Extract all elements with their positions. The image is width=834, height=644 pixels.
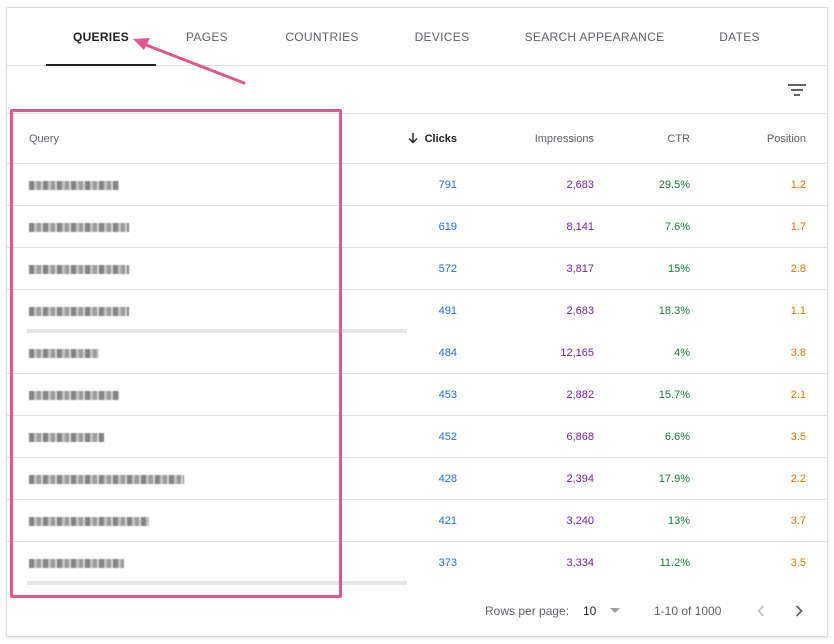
pagination-bar: Rows per page: 10 1-10 of 1000 xyxy=(7,586,827,636)
position-cell: 2.2 xyxy=(790,473,806,485)
active-tab-indicator xyxy=(46,64,156,66)
column-header-impressions[interactable]: Impressions xyxy=(534,133,594,145)
query-cell xyxy=(29,374,329,416)
ctr-cell: 29.5% xyxy=(658,179,690,191)
redacted-query-text xyxy=(29,558,124,568)
query-cell xyxy=(29,416,329,458)
rows-per-page-label: Rows per page: xyxy=(485,604,570,618)
column-header-clicks[interactable]: Clicks xyxy=(377,114,457,164)
position-cell: 1.1 xyxy=(790,305,806,317)
table-header: Query Clicks Impressions CTR Position xyxy=(7,114,827,164)
tab-pages[interactable]: PAGES xyxy=(186,30,228,44)
chevron-down-icon[interactable] xyxy=(610,608,620,613)
rows-per-page-select[interactable]: 10 xyxy=(583,604,597,618)
column-header-clicks-label: Clicks xyxy=(424,133,457,145)
pagination-range: 1-10 of 1000 xyxy=(654,604,722,618)
position-cell: 1.7 xyxy=(790,221,806,233)
redacted-query-text xyxy=(29,180,119,190)
query-cell xyxy=(29,500,329,542)
ctr-cell: 4% xyxy=(674,347,690,359)
position-cell: 3.5 xyxy=(790,431,806,443)
ctr-cell: 17.9% xyxy=(658,473,690,485)
clicks-cell: 484 xyxy=(438,347,457,359)
chevron-left-icon[interactable] xyxy=(751,601,771,621)
impressions-cell: 2,882 xyxy=(566,389,594,401)
query-cell xyxy=(29,248,329,290)
clicks-cell: 572 xyxy=(438,263,457,275)
redacted-query-text xyxy=(29,516,149,526)
query-cell xyxy=(29,332,329,374)
arrow-down-icon xyxy=(408,133,418,144)
impressions-cell: 2,394 xyxy=(566,473,594,485)
query-cell xyxy=(29,542,329,584)
tab-countries[interactable]: COUNTRIES xyxy=(285,30,359,44)
tab-dates[interactable]: DATES xyxy=(719,30,760,44)
chevron-right-icon[interactable] xyxy=(789,601,809,621)
ctr-cell: 7.6% xyxy=(664,221,690,233)
position-cell: 3.7 xyxy=(790,515,806,527)
ctr-cell: 15% xyxy=(667,263,690,275)
filter-icon[interactable] xyxy=(785,78,809,102)
redacted-query-text xyxy=(29,432,104,442)
table-row[interactable]: 619 8,141 7.6% 1.7 xyxy=(7,206,827,248)
position-cell: 2.1 xyxy=(790,389,806,401)
position-cell: 3.8 xyxy=(790,347,806,359)
impressions-cell: 12,165 xyxy=(560,347,594,359)
ctr-cell: 6.6% xyxy=(664,431,690,443)
redacted-query-text xyxy=(29,348,99,358)
table-row[interactable]: 484 12,165 4% 3.8 xyxy=(7,332,827,374)
query-cell xyxy=(29,206,329,248)
query-cell xyxy=(29,458,329,500)
table-toolbar xyxy=(7,66,827,114)
query-cell xyxy=(29,290,329,332)
performance-table-card: QUERIES PAGES COUNTRIES DEVICES SEARCH A… xyxy=(6,7,828,637)
tab-queries[interactable]: QUERIES xyxy=(72,30,130,44)
clicks-cell: 491 xyxy=(438,305,457,317)
table-row[interactable]: 453 2,882 15.7% 2.1 xyxy=(7,374,827,416)
ctr-cell: 11.2% xyxy=(659,557,690,569)
clicks-cell: 421 xyxy=(438,515,457,527)
impressions-cell: 3,817 xyxy=(566,263,594,275)
ctr-cell: 15.7% xyxy=(658,389,690,401)
tab-search-appearance[interactable]: SEARCH APPEARANCE xyxy=(524,30,665,44)
redacted-query-text xyxy=(29,474,184,484)
clicks-cell: 453 xyxy=(438,389,457,401)
tab-devices[interactable]: DEVICES xyxy=(414,30,470,44)
table-row[interactable]: 491 2,683 18.3% 1.1 xyxy=(7,290,827,333)
redacted-query-text xyxy=(29,264,129,274)
table-row[interactable]: 572 3,817 15% 2.8 xyxy=(7,248,827,290)
column-header-ctr[interactable]: CTR xyxy=(667,133,690,145)
redacted-query-text xyxy=(29,390,119,400)
table-row[interactable]: 373 3,334 11.2% 3.5 xyxy=(7,542,827,585)
clicks-cell: 428 xyxy=(438,473,457,485)
impressions-cell: 3,240 xyxy=(566,515,594,527)
position-cell: 1.2 xyxy=(790,179,806,191)
clicks-cell: 791 xyxy=(438,179,457,191)
position-cell: 3.5 xyxy=(790,557,806,569)
table-row[interactable]: 452 6,868 6.6% 3.5 xyxy=(7,416,827,458)
position-cell: 2.8 xyxy=(790,263,806,275)
impressions-cell: 6,868 xyxy=(566,431,594,443)
clicks-cell: 452 xyxy=(438,431,457,443)
ctr-cell: 13% xyxy=(667,515,690,527)
query-cell xyxy=(29,164,329,206)
ctr-cell: 18.3% xyxy=(658,305,690,317)
impressions-cell: 2,683 xyxy=(566,179,594,191)
column-header-position[interactable]: Position xyxy=(766,133,806,145)
table-row[interactable]: 421 3,240 13% 3.7 xyxy=(7,500,827,542)
dimension-tabs: QUERIES PAGES COUNTRIES DEVICES SEARCH A… xyxy=(7,8,827,66)
impressions-cell: 8,141 xyxy=(566,221,594,233)
clicks-cell: 619 xyxy=(438,221,457,233)
redacted-query-text xyxy=(29,306,129,316)
impressions-cell: 2,683 xyxy=(566,305,594,317)
table-row[interactable]: 791 2,683 29.5% 1.2 xyxy=(7,164,827,206)
redacted-query-text xyxy=(29,222,129,232)
clicks-cell: 373 xyxy=(438,557,457,569)
column-header-query[interactable]: Query xyxy=(29,133,59,145)
table-row[interactable]: 428 2,394 17.9% 2.2 xyxy=(7,458,827,500)
impressions-cell: 3,334 xyxy=(566,557,594,569)
